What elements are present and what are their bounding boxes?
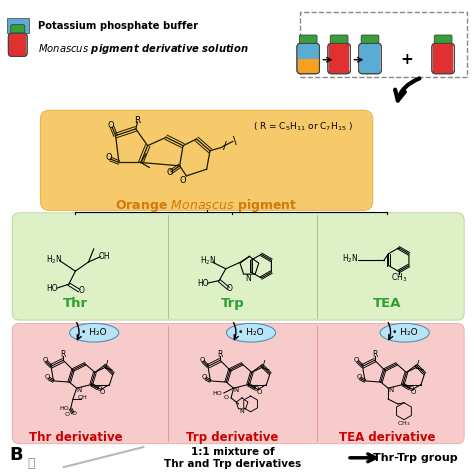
Text: O: O (354, 357, 359, 363)
FancyBboxPatch shape (9, 33, 27, 56)
Text: O: O (42, 357, 47, 363)
Text: H$_2$N: H$_2$N (46, 253, 63, 265)
Text: +: + (400, 52, 413, 67)
Text: O: O (201, 374, 207, 380)
Text: /: / (105, 359, 108, 370)
FancyBboxPatch shape (328, 44, 350, 74)
Text: R: R (218, 350, 223, 359)
Text: B: B (10, 447, 23, 465)
FancyBboxPatch shape (432, 44, 455, 74)
Text: N: N (240, 409, 245, 414)
FancyBboxPatch shape (12, 323, 464, 444)
Text: Thr: Thr (63, 297, 88, 310)
Text: O: O (45, 374, 50, 380)
Text: O: O (64, 412, 69, 418)
Text: O: O (409, 386, 414, 392)
Text: Potassium phosphate buffer: Potassium phosphate buffer (38, 21, 198, 31)
Text: 1:1 mixture of
Thr and Trp derivatives: 1:1 mixture of Thr and Trp derivatives (164, 447, 301, 469)
Text: O: O (356, 374, 362, 380)
Text: Trp: Trp (220, 297, 244, 310)
FancyBboxPatch shape (40, 110, 373, 210)
Text: O: O (107, 121, 114, 130)
Text: ( R = C$_5$H$_{11}$ or C$_7$H$_{15}$ ): ( R = C$_5$H$_{11}$ or C$_7$H$_{15}$ ) (254, 120, 353, 133)
Text: O: O (227, 284, 233, 293)
Text: • H₂O: • H₂O (238, 328, 264, 337)
Text: HO: HO (197, 279, 209, 288)
Text: O: O (411, 389, 416, 395)
FancyBboxPatch shape (299, 35, 317, 44)
Text: R: R (61, 350, 66, 359)
FancyBboxPatch shape (297, 44, 319, 74)
Text: HO: HO (213, 391, 223, 395)
Text: O: O (199, 357, 205, 363)
Text: O: O (97, 386, 102, 392)
Text: O: O (224, 395, 229, 401)
Text: O: O (180, 176, 186, 185)
Text: $\it{Monascus}$ pigment derivative solution: $\it{Monascus}$ pigment derivative solut… (38, 43, 249, 56)
Ellipse shape (70, 323, 118, 342)
Text: CH$_3$: CH$_3$ (391, 271, 407, 283)
FancyBboxPatch shape (330, 35, 348, 44)
Ellipse shape (227, 323, 276, 342)
Ellipse shape (380, 323, 429, 342)
Text: Thr-Trp group: Thr-Trp group (373, 453, 457, 463)
FancyBboxPatch shape (359, 44, 381, 74)
Bar (433, 44, 454, 73)
Text: HO: HO (60, 406, 69, 411)
Text: • H₂O: • H₂O (82, 328, 107, 337)
Text: N: N (233, 387, 238, 393)
Text: \: \ (233, 136, 237, 146)
Text: H$_2$N: H$_2$N (201, 255, 217, 267)
Text: O: O (166, 168, 173, 177)
Text: /: / (262, 359, 265, 370)
Text: • H₂O: • H₂O (392, 328, 418, 337)
Text: TEA: TEA (373, 297, 401, 310)
Bar (298, 59, 319, 73)
Text: H$_2$N: H$_2$N (342, 252, 358, 264)
FancyBboxPatch shape (434, 35, 452, 44)
Text: O: O (100, 389, 105, 395)
Text: HO: HO (46, 283, 58, 292)
Text: OH: OH (78, 395, 88, 401)
FancyBboxPatch shape (12, 213, 464, 320)
Text: O: O (254, 386, 259, 392)
Text: CH$_3$: CH$_3$ (397, 419, 410, 428)
Text: O: O (72, 411, 77, 416)
Text: Thr derivative: Thr derivative (28, 431, 122, 444)
Text: ⧖: ⧖ (27, 457, 35, 470)
FancyBboxPatch shape (361, 35, 379, 44)
Bar (360, 44, 380, 73)
Text: Orange $\it{Monascus}$ pigment: Orange $\it{Monascus}$ pigment (115, 197, 298, 214)
Text: Trp derivative: Trp derivative (186, 431, 279, 444)
Text: /: / (223, 141, 227, 151)
Text: R: R (372, 350, 377, 359)
Text: TEA derivative: TEA derivative (338, 431, 435, 444)
Text: N: N (76, 387, 82, 393)
Text: N: N (245, 274, 251, 283)
Bar (298, 44, 319, 59)
Bar (329, 44, 349, 73)
Text: R: R (134, 116, 141, 125)
Text: O: O (78, 286, 84, 295)
Text: OH: OH (99, 252, 110, 261)
FancyBboxPatch shape (11, 25, 25, 33)
Bar (9, 34, 26, 55)
Text: O: O (256, 389, 262, 395)
FancyBboxPatch shape (300, 12, 466, 77)
Bar (8, 18, 28, 33)
Text: N: N (388, 387, 393, 393)
Text: /: / (416, 359, 419, 370)
Text: O: O (106, 153, 112, 162)
